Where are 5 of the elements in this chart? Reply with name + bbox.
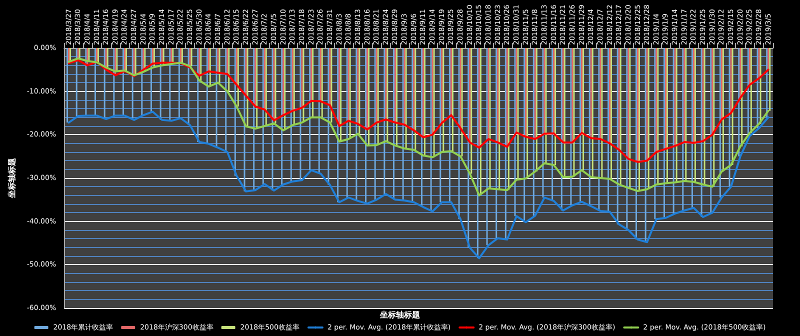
line-series (68, 110, 770, 260)
y-axis-title: 坐标轴标题 (8, 158, 16, 199)
line-series (68, 57, 770, 196)
line-series (68, 59, 770, 163)
x-axis-title: 坐标轴标题 (379, 310, 420, 320)
